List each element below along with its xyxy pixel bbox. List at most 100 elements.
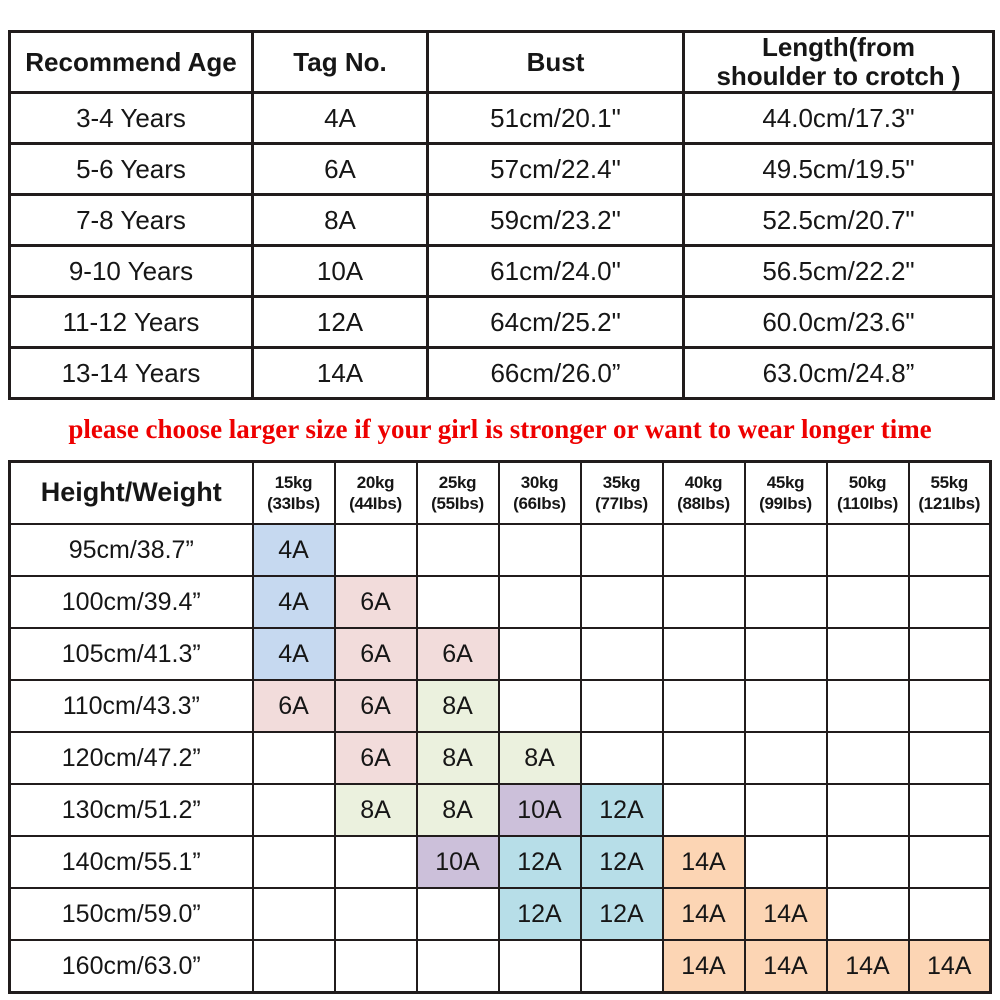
length-cell: 49.5cm/19.5" — [682, 142, 995, 197]
matrix-row: 110cm/43.3” 6A 6A 8A — [8, 679, 992, 733]
matrix-row: 100cm/39.4” 4A 6A — [8, 575, 992, 629]
empty-cell — [497, 575, 582, 629]
empty-cell — [661, 575, 746, 629]
matrix-row: 140cm/55.1” 10A 12A 12A 14A — [8, 835, 992, 889]
weight-col-header: 15kg (33Ibs) — [251, 460, 336, 525]
empty-cell — [825, 575, 910, 629]
empty-cell — [661, 627, 746, 681]
height-label-cell: 110cm/43.3” — [8, 679, 254, 733]
size-cell: 10A — [497, 783, 582, 837]
weight-col-header: 20kg (44Ibs) — [333, 460, 418, 525]
empty-cell — [743, 523, 828, 577]
height-weight-matrix: Height/Weight 15kg (33Ibs) 20kg (44Ibs) 25k… — [8, 460, 992, 994]
spec-col-header: Tag No. — [251, 29, 429, 95]
size-cell: 8A — [333, 783, 418, 837]
weight-col-header: 50kg (110Ibs) — [825, 460, 910, 525]
matrix-header-row: Height/Weight 15kg (33Ibs) 20kg (44Ibs) 25k… — [8, 460, 992, 525]
tag-no-cell: 4A — [251, 91, 429, 146]
bust-cell: 61cm/24.0" — [426, 244, 685, 299]
weight-col-header: 35kg (77Ibs) — [579, 460, 664, 525]
size-cell: 14A — [661, 887, 746, 941]
height-label-cell: 160cm/63.0” — [8, 939, 254, 994]
bust-cell: 59cm/23.2" — [426, 193, 685, 248]
weight-col-header: 45kg (99Ibs) — [743, 460, 828, 525]
empty-cell — [825, 835, 910, 889]
height-label-cell: 105cm/41.3” — [8, 627, 254, 681]
size-cell: 12A — [579, 835, 664, 889]
size-cell: 12A — [579, 887, 664, 941]
empty-cell — [415, 939, 500, 994]
empty-cell — [497, 627, 582, 681]
spec-row: 11-12 Years 12A 64cm/25.2" 60.0cm/23.6" — [8, 295, 995, 350]
age-cell: 5-6 Years — [8, 142, 254, 197]
spec-row: 5-6 Years 6A 57cm/22.4" 49.5cm/19.5" — [8, 142, 995, 197]
empty-cell — [415, 575, 500, 629]
height-label-cell: 140cm/55.1” — [8, 835, 254, 889]
age-cell: 11-12 Years — [8, 295, 254, 350]
spec-header-row: Recommend Age Tag No. Bust Length(from shou… — [8, 29, 995, 95]
weight-col-header: 40kg (88Ibs) — [661, 460, 746, 525]
matrix-row: 150cm/59.0” 12A 12A 14A 14A — [8, 887, 992, 941]
tag-no-cell: 14A — [251, 346, 429, 401]
empty-cell — [825, 679, 910, 733]
bust-cell: 66cm/26.0” — [426, 346, 685, 401]
empty-cell — [251, 783, 336, 837]
spec-row: 7-8 Years 8A 59cm/23.2" 52.5cm/20.7" — [8, 193, 995, 248]
size-cell: 6A — [415, 627, 500, 681]
empty-cell — [907, 523, 992, 577]
size-cell: 4A — [251, 575, 336, 629]
empty-cell — [743, 783, 828, 837]
size-cell: 8A — [415, 731, 500, 785]
size-notice-text: please choose larger size if your girl i… — [68, 414, 932, 444]
empty-cell — [333, 835, 418, 889]
bust-cell: 57cm/22.4" — [426, 142, 685, 197]
empty-cell — [661, 731, 746, 785]
height-label-cell: 130cm/51.2” — [8, 783, 254, 837]
size-cell: 6A — [333, 679, 418, 733]
empty-cell — [579, 939, 664, 994]
length-cell: 60.0cm/23.6" — [682, 295, 995, 350]
empty-cell — [825, 523, 910, 577]
spec-col-header: Bust — [426, 29, 685, 95]
weight-col-header: 25kg (55Ibs) — [415, 460, 500, 525]
empty-cell — [333, 887, 418, 941]
spec-row: 9-10 Years 10A 61cm/24.0" 56.5cm/22.2" — [8, 244, 995, 299]
empty-cell — [743, 575, 828, 629]
empty-cell — [907, 783, 992, 837]
size-cell: 14A — [825, 939, 910, 994]
size-cell: 8A — [415, 679, 500, 733]
height-label-cell: 100cm/39.4” — [8, 575, 254, 629]
tag-no-cell: 6A — [251, 142, 429, 197]
empty-cell — [251, 731, 336, 785]
tag-no-cell: 8A — [251, 193, 429, 248]
empty-cell — [579, 627, 664, 681]
age-cell: 9-10 Years — [8, 244, 254, 299]
empty-cell — [579, 731, 664, 785]
size-cell: 10A — [415, 835, 500, 889]
empty-cell — [907, 679, 992, 733]
empty-cell — [579, 523, 664, 577]
size-cell: 6A — [333, 627, 418, 681]
size-cell: 14A — [661, 939, 746, 994]
height-label-cell: 150cm/59.0” — [8, 887, 254, 941]
empty-cell — [661, 523, 746, 577]
size-cell: 12A — [579, 783, 664, 837]
size-spec-table: Recommend Age Tag No. Bust Length(from shou… — [8, 29, 995, 401]
empty-cell — [333, 523, 418, 577]
empty-cell — [497, 939, 582, 994]
size-spec-table-body: Recommend Age Tag No. Bust Length(from shou… — [8, 29, 995, 401]
length-cell: 44.0cm/17.3" — [682, 91, 995, 146]
empty-cell — [497, 523, 582, 577]
weight-col-header: 55kg (121Ibs) — [907, 460, 992, 525]
empty-cell — [743, 835, 828, 889]
size-cell: 6A — [333, 575, 418, 629]
empty-cell — [579, 575, 664, 629]
size-cell: 14A — [661, 835, 746, 889]
empty-cell — [907, 887, 992, 941]
tag-no-cell: 10A — [251, 244, 429, 299]
age-cell: 13-14 Years — [8, 346, 254, 401]
matrix-row: 120cm/47.2” 6A 8A 8A — [8, 731, 992, 785]
matrix-row: 95cm/38.7” 4A — [8, 523, 992, 577]
length-cell: 56.5cm/22.2" — [682, 244, 995, 299]
size-cell: 6A — [333, 731, 418, 785]
